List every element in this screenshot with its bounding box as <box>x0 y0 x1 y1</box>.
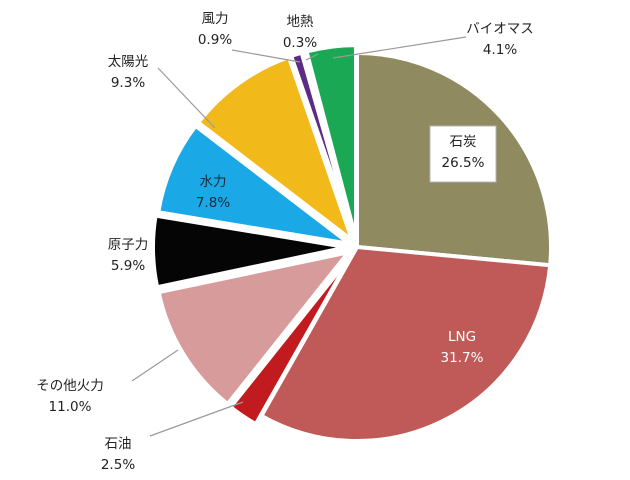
slice-label-value-8: 0.3% <box>283 35 317 51</box>
slice-label-value-7: 0.9% <box>198 32 232 48</box>
slice-label-name-2: 石油 <box>105 436 132 452</box>
pie-slice-5 <box>156 123 352 246</box>
pie-labels: 石炭 26.5% LNG 31.7% 石油 2.5% その他火力 11.0% 原子力 5.9% 水力… <box>36 11 534 473</box>
pie-slices <box>151 43 553 443</box>
slice-label-name-6: 太陽光 <box>108 54 149 70</box>
leader-line-8 <box>305 53 319 61</box>
label-box-0 <box>429 125 497 183</box>
slice-label-name-9: バイオマス <box>466 21 534 37</box>
slice-label-value-5: 7.8% <box>196 195 230 211</box>
slice-label-name-5: 水力 <box>200 174 227 190</box>
slice-label-name-3: その他火力 <box>36 378 104 394</box>
slice-label-name-7: 風力 <box>202 11 229 27</box>
pie-slice-9 <box>304 43 358 242</box>
leader-line-3 <box>131 349 179 382</box>
pie-slice-1 <box>259 245 553 443</box>
pie-slice-3 <box>156 250 351 407</box>
slice-label-name-1: LNG <box>448 329 476 345</box>
slice-label-name-8: 地熱 <box>287 14 314 30</box>
slice-label-name-4: 原子力 <box>108 237 149 253</box>
slice-label-value-4: 5.9% <box>111 258 145 274</box>
slice-label-value-1: 31.7% <box>441 350 484 366</box>
leader-line-7 <box>231 49 301 63</box>
slice-label-value-0: 26.5% <box>442 155 485 171</box>
slice-label-value-3: 11.0% <box>49 399 92 415</box>
pie-slice-6 <box>196 55 355 243</box>
pie-slice-4 <box>151 213 350 290</box>
slice-label-value-2: 2.5% <box>101 457 135 473</box>
slice-label-value-6: 9.3% <box>111 75 145 91</box>
leader-line-6 <box>157 67 216 129</box>
slice-label-value-9: 4.1% <box>483 42 517 58</box>
leader-line-2 <box>149 401 244 437</box>
leader-line-9 <box>332 36 467 59</box>
slice-label-name-0: 石炭 <box>450 134 477 150</box>
